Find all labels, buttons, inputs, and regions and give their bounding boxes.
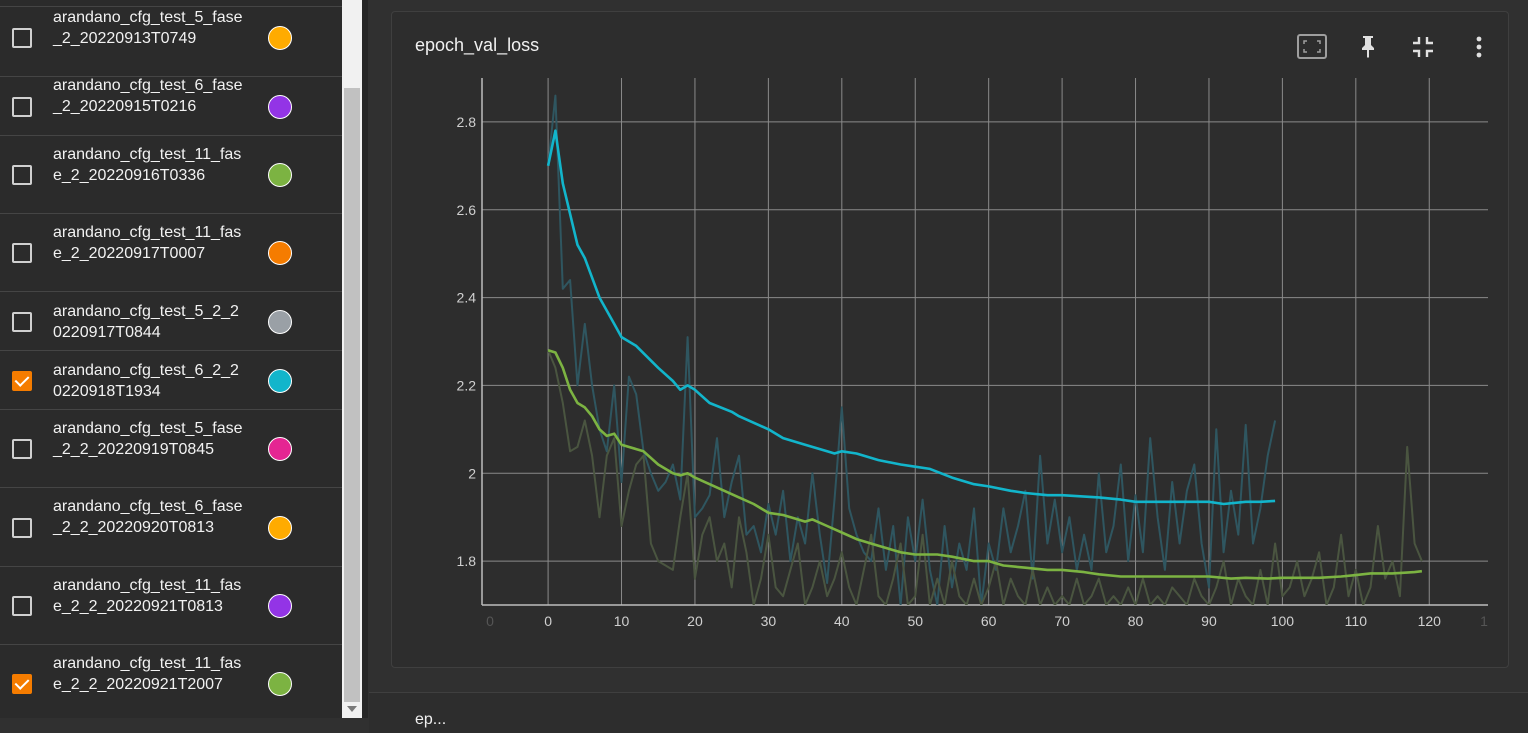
more-vert-icon: [1476, 36, 1482, 58]
y-tick-label: 2.6: [457, 202, 477, 218]
x-tick-label: 30: [761, 613, 777, 629]
run-color-swatch[interactable]: [268, 437, 292, 461]
x-tick-label: 40: [834, 613, 850, 629]
run-row[interactable]: arandano_cfg_test_6_2_20220918T1934: [0, 350, 342, 409]
next-scalar-card: ep...: [369, 692, 1528, 733]
x-tick-label: 80: [1128, 613, 1144, 629]
panel-divider[interactable]: [362, 0, 368, 718]
y-tick-label: 2.2: [457, 377, 477, 393]
run-checkbox[interactable]: [12, 596, 32, 616]
scroll-down-arrow-icon[interactable]: [347, 706, 357, 712]
x-tick-label-edge: 1: [1480, 613, 1488, 629]
pin-icon: [1362, 36, 1374, 58]
run-color-swatch[interactable]: [268, 163, 292, 187]
run-color-swatch[interactable]: [268, 310, 292, 334]
run-row[interactable]: arandano_cfg_test_6_fase_2_20220915T0216: [0, 76, 342, 135]
y-tick-label: 2: [468, 465, 476, 481]
next-card-title: ep...: [415, 711, 447, 728]
run-color-swatch[interactable]: [268, 241, 292, 265]
run-name: arandano_cfg_test_5_fase_2_20220913T0749: [53, 9, 243, 47]
x-tick-label: 10: [614, 613, 630, 629]
scalar-card: epoch_val_loss 0 10 20 30 40 50 60 70 80 90 100 110…: [391, 11, 1509, 668]
run-row[interactable]: arandano_cfg_test_11_fase_2_2_20220921T2…: [0, 644, 342, 718]
run-checkbox[interactable]: [12, 518, 32, 538]
collapse-button[interactable]: [1408, 32, 1438, 62]
run-row[interactable]: arandano_cfg_test_5_2_20220917T0844: [0, 291, 342, 350]
x-tick-label: 0: [544, 613, 552, 629]
runs-sidebar: arandano_cfg_test_5_fase_2_20220913T0749…: [0, 0, 342, 718]
run-color-swatch[interactable]: [268, 26, 292, 50]
run-row[interactable]: arandano_cfg_test_11_fase_2_20220916T033…: [0, 135, 342, 213]
run-name: arandano_cfg_test_6_fase_2_2_20220920T08…: [53, 498, 243, 536]
run-name: arandano_cfg_test_11_fase_2_2_20220921T0…: [53, 577, 242, 615]
run-color-swatch[interactable]: [268, 594, 292, 618]
x-tick-label: 60: [981, 613, 997, 629]
run-row[interactable]: arandano_cfg_test_5_fase_2_20220913T0749: [0, 0, 342, 76]
collapse-icon: [1413, 37, 1433, 57]
scrollbar-thumb[interactable]: [344, 88, 360, 702]
run-row[interactable]: arandano_cfg_test_6_fase_2_2_20220920T08…: [0, 487, 342, 566]
x-tick-label: 110: [1345, 613, 1368, 629]
run-checkbox[interactable]: [12, 243, 32, 263]
series-raw-line[interactable]: [547, 94, 1277, 605]
run-list-top-border: [0, 6, 342, 7]
sidebar-scrollbar[interactable]: [342, 0, 362, 718]
run-color-swatch[interactable]: [268, 672, 292, 696]
x-tick-label: 70: [1054, 613, 1070, 629]
run-name: arandano_cfg_test_11_fase_2_20220916T033…: [53, 146, 242, 184]
series-smoothed-line[interactable]: [546, 129, 1276, 506]
fit-to-data-button[interactable]: [1297, 32, 1327, 62]
y-tick-label: 2.4: [457, 290, 477, 306]
run-name: arandano_cfg_test_5_fase_2_2_20220919T08…: [53, 420, 243, 458]
y-tick-label: 1.8: [457, 553, 477, 569]
run-name: arandano_cfg_test_6_2_20220918T1934: [53, 362, 239, 400]
x-tick-label: 50: [907, 613, 923, 629]
series-raw-line[interactable]: [547, 349, 1423, 605]
run-row[interactable]: arandano_cfg_test_11_fase_2_2_20220921T0…: [0, 566, 342, 644]
run-name: arandano_cfg_test_11_fase_2_20220917T000…: [53, 224, 242, 262]
run-checkbox[interactable]: [12, 165, 32, 185]
run-name: arandano_cfg_test_5_2_20220917T0844: [53, 303, 239, 341]
run-checkbox[interactable]: [12, 674, 32, 694]
run-color-swatch[interactable]: [268, 516, 292, 540]
series-smoothed-line[interactable]: [547, 349, 1423, 580]
run-name: arandano_cfg_test_6_fase_2_20220915T0216: [53, 77, 243, 115]
run-checkbox[interactable]: [12, 312, 32, 332]
x-tick-label: 100: [1271, 613, 1295, 629]
card-title: epoch_val_loss: [415, 35, 540, 55]
run-checkbox[interactable]: [12, 371, 32, 391]
y-tick-label: 2.8: [457, 114, 477, 130]
x-tick-label-edge: 0: [486, 613, 494, 629]
run-name: arandano_cfg_test_11_fase_2_2_20220921T2…: [53, 655, 242, 693]
run-row[interactable]: arandano_cfg_test_5_fase_2_2_20220919T08…: [0, 409, 342, 487]
pin-button[interactable]: [1353, 32, 1383, 62]
run-checkbox[interactable]: [12, 28, 32, 48]
x-tick-label: 20: [687, 613, 703, 629]
run-checkbox[interactable]: [12, 97, 32, 117]
run-row[interactable]: arandano_cfg_test_11_fase_2_20220917T000…: [0, 213, 342, 291]
x-tick-label: 90: [1201, 613, 1217, 629]
fit-to-data-icon: [1297, 34, 1327, 59]
x-tick-label: 120: [1418, 613, 1442, 629]
run-checkbox[interactable]: [12, 439, 32, 459]
line-chart[interactable]: 0 10 20 30 40 50 60 70 80 90 100 110 120 0 1 1.8 2 2.2 2.4…: [392, 12, 1510, 669]
run-color-swatch[interactable]: [268, 369, 292, 393]
more-options-button[interactable]: [1464, 32, 1494, 62]
run-color-swatch[interactable]: [268, 95, 292, 119]
